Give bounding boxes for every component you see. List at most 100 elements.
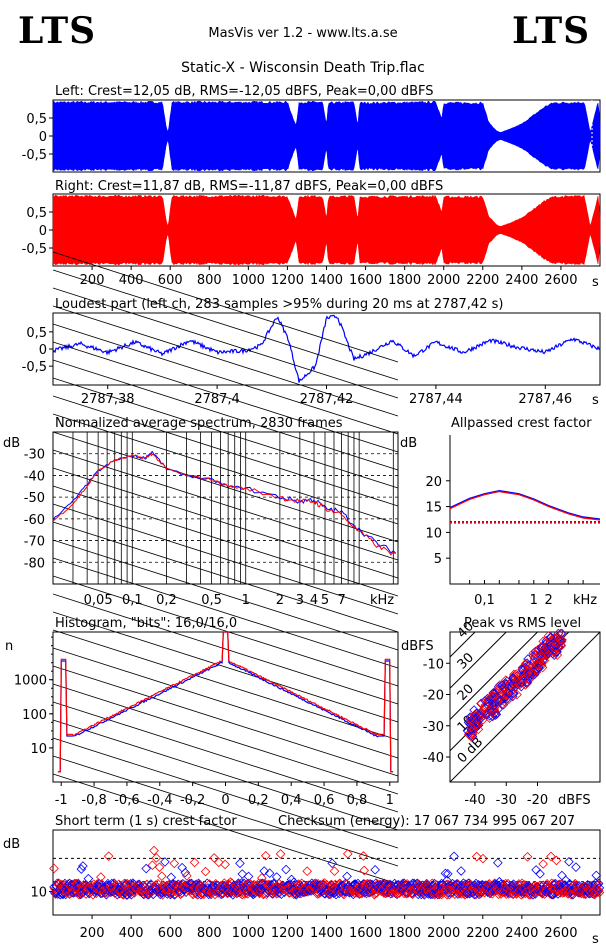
peak-rms-point-right xyxy=(494,680,505,690)
peak-rms-point-left xyxy=(467,731,478,742)
peak-rms-point-left xyxy=(543,648,553,659)
peak-rms-point-right xyxy=(466,732,476,742)
spectrum-slope-line xyxy=(52,593,399,705)
loudest-xtick-label: 2787,44 xyxy=(409,392,463,407)
short-term-point-left xyxy=(449,851,459,862)
short-term-xtick-label: 2400 xyxy=(505,926,538,941)
app-version-line: MasVis ver 1.2 - www.lts.a.se xyxy=(208,26,398,41)
short-term-crest-title: Short term (1 s) crest factor xyxy=(55,814,237,829)
short-term-point-right xyxy=(149,845,159,856)
short-term-point-left xyxy=(443,869,453,879)
short-term-points xyxy=(49,845,605,900)
spectrum-slope-line xyxy=(52,251,399,363)
short-term-point-right xyxy=(594,887,605,898)
left-waveform-ytick-label: 0,5 xyxy=(26,112,47,127)
short-term-point-left xyxy=(235,858,245,869)
peak-rms-point-right xyxy=(488,691,499,701)
loudest-xtick-label: 2787,46 xyxy=(518,392,572,407)
peak-rms-point-right xyxy=(503,681,514,691)
peak-rms-point-left xyxy=(502,694,512,704)
spectrum-frame xyxy=(52,431,399,585)
spectrum-slope-line xyxy=(52,449,399,561)
short-term-point-right xyxy=(165,888,176,898)
short-term-point-left xyxy=(146,879,156,889)
short-term-point-right xyxy=(302,866,312,877)
right-waveform-xtick-label: 2000 xyxy=(427,273,460,288)
right-waveform-xtick-label: 1400 xyxy=(310,273,343,288)
peak-rms-ylabel: dBFS xyxy=(401,639,434,654)
histogram-xtick-label: 0,2 xyxy=(248,793,269,808)
short-term-point-right xyxy=(478,853,488,864)
short-term-point-right xyxy=(182,871,192,881)
short-term-xtick-label: 400 xyxy=(119,926,144,941)
short-term-xunit: s xyxy=(592,932,599,946)
spectrum-slope-lines xyxy=(52,251,399,885)
peak-rms-point-right xyxy=(510,672,520,683)
short-term-point-left xyxy=(327,858,337,869)
spectrum-xtick-label: 2 xyxy=(276,593,284,608)
spectrum-slope-line xyxy=(52,521,399,633)
right-waveform-signal xyxy=(52,194,601,266)
short-term-xtick-label: 1800 xyxy=(388,926,421,941)
short-term-point-right xyxy=(52,878,62,889)
spectrum-slope-line xyxy=(52,413,399,525)
crest-xtick-label: 2 xyxy=(544,593,552,608)
file-title: Static-X - Wisconsin Death Trip.flac xyxy=(181,60,425,76)
peak-rms-point-right xyxy=(470,720,480,731)
spectrum-slope-line xyxy=(52,485,399,597)
peak-rms-point-left xyxy=(550,639,560,650)
spectrum-xtick-label: 1 xyxy=(242,593,250,608)
crest-ytick-label: 5 xyxy=(434,552,442,567)
short-term-point-left xyxy=(535,869,545,879)
peak-rms-point-right xyxy=(539,645,550,655)
short-term-frame xyxy=(52,829,601,916)
peak-rms-title: Peak vs RMS level xyxy=(464,616,581,631)
right-waveform-xtick-label: 2200 xyxy=(466,273,499,288)
histogram-xtick-label: -0,4 xyxy=(147,793,172,808)
short-term-point-left xyxy=(446,888,456,898)
peak-rms-point-right xyxy=(520,680,531,690)
crest-ytick-label: 20 xyxy=(425,475,442,490)
short-term-point-left xyxy=(557,870,567,881)
peak-rms-ytick-label: -30 xyxy=(423,720,444,735)
peak-rms-point-right xyxy=(528,648,539,659)
loudest-xtick-label: 2787,38 xyxy=(81,392,135,407)
right-waveform-xtick-label: 600 xyxy=(158,273,183,288)
short-term-xtick-label: 1600 xyxy=(349,926,382,941)
peak-rms-point-right xyxy=(523,668,533,678)
peak-rms-point-right xyxy=(531,659,542,670)
spectrum-xtick-label: 0,5 xyxy=(201,593,222,608)
short-term-point-right xyxy=(312,889,323,899)
checksum-text: Checksum (energy): 17 067 734 995 067 20… xyxy=(278,814,575,829)
spectrum-xunit: kHz xyxy=(370,593,394,608)
peak-rms-diagonal-label: 30 xyxy=(455,650,477,672)
spectrum-slope-line xyxy=(52,287,399,399)
histogram-ytick-label: 1000 xyxy=(14,674,47,689)
peak-rms-point-right xyxy=(512,689,522,700)
short-term-point-left xyxy=(281,864,291,875)
crest-series-right xyxy=(449,490,601,521)
short-term-point-right xyxy=(275,849,286,859)
spectrum-slope-line xyxy=(52,377,399,489)
histogram-xtick-label: -0,8 xyxy=(81,793,106,808)
loudest-part-signal xyxy=(52,314,601,383)
histogram-xtick-label: -0,2 xyxy=(180,793,205,808)
spectrum-slope-line xyxy=(52,773,399,885)
short-term-xtick-label: 1000 xyxy=(232,926,265,941)
loudest-xtick-label: 2787,42 xyxy=(300,392,354,407)
short-term-ylabel: dB xyxy=(3,837,20,852)
peak-rms-xtick-label: -20 xyxy=(527,793,548,808)
peak-rms-point-left xyxy=(556,628,566,639)
histogram-xtick-label: 0,6 xyxy=(314,793,335,808)
right-waveform-xtick-label: 1600 xyxy=(349,273,382,288)
short-term-point-right xyxy=(200,866,211,877)
histogram-xtick-label: 0,4 xyxy=(281,793,302,808)
short-term-point-right xyxy=(151,853,162,863)
loudest-xtick-label: 2787,4 xyxy=(194,392,240,407)
short-term-point-right xyxy=(593,885,604,896)
short-term-xtick-label: 2600 xyxy=(544,926,577,941)
crest-series-left xyxy=(449,489,601,520)
loudest-ytick-label: 0,5 xyxy=(26,326,47,341)
peak-rms-point-left xyxy=(516,678,526,688)
